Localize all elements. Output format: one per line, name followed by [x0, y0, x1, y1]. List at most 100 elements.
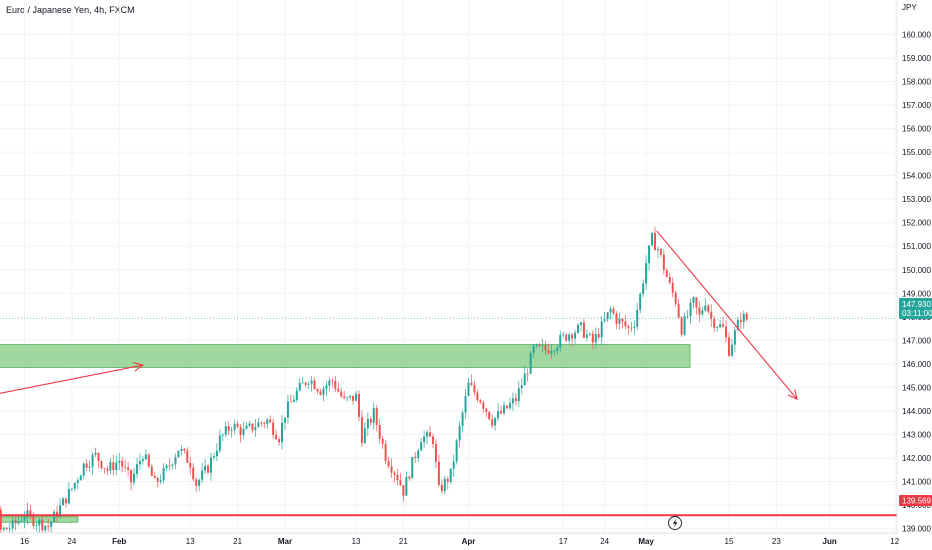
candle-body: [508, 403, 511, 409]
candle: [437, 454, 440, 487]
drawings[interactable]: [0, 230, 897, 517]
candle: [64, 498, 67, 508]
candle-body: [103, 468, 106, 469]
candle-body: [115, 462, 118, 470]
candle-body: [352, 395, 355, 401]
candle: [355, 391, 358, 402]
candle-body: [289, 401, 292, 403]
candle-body: [494, 417, 497, 426]
candle-body: [402, 485, 405, 496]
candle-body: [420, 442, 423, 451]
candle-body: [32, 514, 35, 526]
mini-support-zone[interactable]: [0, 516, 79, 523]
candle-body: [579, 322, 582, 325]
time-axis[interactable]: 1624Feb1321Mar1321Apr1724May1523Jun1220: [20, 537, 932, 546]
candle-body: [70, 488, 73, 490]
candle-body: [653, 233, 656, 251]
zone-arrow[interactable]: [0, 362, 145, 394]
y-tick-label: 146.000: [902, 360, 931, 369]
candle: [636, 303, 639, 331]
candle-body: [298, 382, 301, 391]
candle-body: [514, 398, 517, 402]
candle-body: [585, 334, 588, 338]
candle: [304, 381, 307, 388]
candle-body: [426, 432, 429, 437]
candle: [254, 419, 257, 437]
candle-body: [313, 380, 316, 390]
candle: [272, 418, 275, 439]
y-tick-label: 147.000: [902, 336, 931, 345]
candle: [340, 388, 343, 399]
candle: [707, 303, 710, 315]
grid: [0, 0, 897, 533]
candle-body: [138, 461, 141, 465]
candle-body: [648, 245, 651, 264]
candle: [467, 377, 470, 397]
candle-body: [198, 479, 201, 486]
candle: [239, 424, 242, 443]
candle: [150, 463, 153, 477]
candle: [41, 516, 44, 536]
candle-body: [0, 509, 2, 530]
candle-body: [550, 350, 553, 354]
candle: [76, 477, 79, 490]
candle-body: [242, 428, 245, 436]
candle-body: [363, 428, 366, 444]
candle-body: [319, 391, 322, 395]
candle: [730, 338, 733, 357]
candle-body: [85, 463, 88, 468]
candle-body: [733, 330, 736, 345]
candle: [396, 468, 399, 486]
candle-body: [224, 426, 227, 435]
candle: [0, 506, 2, 536]
candle: [91, 452, 94, 475]
candle: [218, 429, 221, 453]
candle-body: [464, 395, 467, 413]
candle-body: [571, 334, 574, 339]
candle-body: [307, 383, 310, 385]
support-price-value: 139.569: [902, 497, 931, 506]
candle-body: [562, 334, 565, 336]
candle: [497, 403, 500, 422]
candle-body: [79, 475, 82, 481]
down-arrow[interactable]: [656, 230, 798, 401]
current-price-badge-bg: [899, 298, 932, 319]
candle: [180, 445, 183, 456]
candle-body: [263, 423, 266, 425]
candle: [597, 327, 600, 340]
candle: [544, 340, 547, 356]
lightning-icon[interactable]: [668, 516, 682, 530]
y-tick-label: 152.000: [902, 219, 931, 228]
candle-body: [609, 308, 612, 313]
candle: [263, 421, 266, 429]
candle-body: [722, 324, 725, 327]
candle: [316, 387, 319, 395]
candle: [429, 426, 432, 437]
y-tick-label: 142.000: [902, 454, 931, 463]
candle: [35, 521, 38, 532]
candle: [141, 456, 144, 465]
candle: [147, 453, 150, 468]
x-tick-label: 12: [890, 537, 899, 546]
candle: [633, 320, 636, 336]
candle: [319, 388, 322, 396]
candle-body: [343, 396, 346, 398]
candle: [168, 458, 171, 471]
candle: [651, 231, 654, 247]
candle: [659, 248, 662, 258]
candle: [503, 401, 506, 416]
zone-arrow-head: [133, 362, 145, 372]
candle-body: [719, 324, 722, 328]
candle: [577, 323, 580, 335]
support-zone[interactable]: [0, 344, 691, 368]
candle: [245, 422, 248, 430]
x-tick-label: Mar: [278, 537, 292, 546]
candle: [505, 405, 508, 410]
candle-body: [355, 393, 358, 401]
candle: [301, 376, 304, 384]
candle-body: [476, 392, 479, 401]
candle: [725, 319, 728, 343]
y-tick-label: 160.000: [902, 30, 931, 39]
candle-body: [38, 519, 41, 526]
